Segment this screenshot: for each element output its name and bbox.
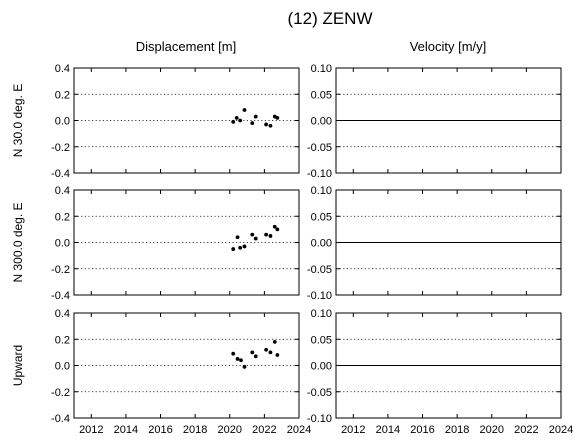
x-tick-label: 2022 — [514, 424, 538, 436]
y-tick-label: -0.10 — [307, 413, 332, 425]
data-point — [242, 108, 247, 112]
y-tick-label: 0.05 — [311, 89, 332, 101]
x-tick-label: 2014 — [376, 424, 400, 436]
data-point — [242, 364, 247, 369]
data-point — [253, 236, 258, 241]
y-tick-label: 0.0 — [55, 361, 70, 373]
data-point — [250, 121, 255, 126]
data-point — [231, 119, 236, 124]
y-tick-label: -0.2 — [51, 264, 70, 276]
data-point — [264, 122, 269, 127]
data-point — [275, 353, 280, 357]
row-label: Upward — [11, 345, 25, 386]
data-point — [268, 234, 273, 238]
y-tick-label: -0.4 — [51, 168, 70, 180]
y-tick-label: 0.2 — [55, 89, 70, 101]
data-point — [235, 357, 240, 361]
figure-title: (12) ZENW — [288, 9, 373, 28]
x-tick-label: 2020 — [480, 424, 504, 436]
data-point — [234, 115, 239, 120]
y-tick-label: 0.00 — [311, 116, 332, 128]
x-tick-label: 2024 — [287, 424, 311, 436]
x-tick-label: 2018 — [183, 424, 207, 436]
data-point — [272, 339, 277, 344]
y-tick-label: 0.10 — [311, 185, 332, 197]
data-point — [231, 351, 236, 356]
y-tick-label: 0.00 — [311, 238, 332, 250]
data-point — [275, 115, 280, 120]
y-tick-label: 0.4 — [55, 63, 70, 75]
data-point — [235, 235, 240, 240]
x-tick-label: 2024 — [549, 424, 573, 436]
y-tick-label: 0.05 — [311, 211, 332, 223]
y-tick-label: -0.4 — [51, 290, 70, 302]
x-tick-label: 2016 — [148, 424, 172, 436]
x-tick-label: 2014 — [114, 424, 138, 436]
y-tick-label: 0.4 — [55, 308, 70, 320]
plot-grid: N 30.0 deg. E 0.4 0.2 0.0 -0.2 -0.4 0.10 0.05 0.… — [11, 63, 573, 436]
data-point — [242, 244, 247, 249]
data-point — [272, 224, 277, 229]
data-point — [239, 358, 243, 363]
y-tick-label: -0.2 — [51, 142, 70, 154]
y-tick-label: 0.4 — [55, 185, 70, 197]
data-point — [253, 114, 258, 119]
y-tick-label: 0.0 — [55, 238, 70, 250]
y-tick-label: 0.00 — [311, 361, 332, 373]
data-point — [250, 232, 255, 237]
x-tick-label: 2022 — [252, 424, 276, 436]
column-title-velocity: Velocity [m/y] — [410, 39, 487, 54]
y-tick-label: -0.10 — [307, 290, 332, 302]
y-tick-label: -0.10 — [307, 168, 332, 180]
column-title-displacement: Displacement [m] — [136, 39, 236, 54]
data-point — [268, 350, 273, 355]
data-point — [250, 350, 255, 355]
y-tick-label: 0.05 — [311, 334, 332, 346]
row-label: N 300.0 deg. E — [11, 202, 25, 282]
data-point — [268, 123, 273, 128]
y-tick-label: 0.0 — [55, 116, 70, 128]
y-tick-label: 0.10 — [311, 308, 332, 320]
data-point — [264, 347, 269, 352]
data-point — [238, 245, 243, 250]
data-point — [253, 354, 258, 359]
y-tick-label: -0.4 — [51, 413, 70, 425]
x-tick-label: 2018 — [445, 424, 469, 436]
y-tick-label: -0.05 — [307, 387, 332, 399]
x-tick-label: 2016 — [410, 424, 434, 436]
x-tick-label: 2012 — [341, 424, 365, 436]
data-point — [238, 118, 243, 123]
y-tick-label: 0.10 — [311, 63, 332, 75]
data-point — [275, 227, 280, 232]
y-tick-label: -0.05 — [307, 142, 332, 154]
data-point — [264, 232, 269, 237]
y-tick-label: -0.2 — [51, 387, 70, 399]
y-tick-label: 0.2 — [55, 334, 70, 346]
y-tick-label: 0.2 — [55, 211, 70, 223]
x-tick-label: 2012 — [79, 424, 103, 436]
y-tick-label: -0.05 — [307, 264, 332, 276]
x-tick-label: 2020 — [218, 424, 242, 436]
row-label: N 30.0 deg. E — [11, 84, 25, 157]
data-point — [231, 247, 236, 251]
